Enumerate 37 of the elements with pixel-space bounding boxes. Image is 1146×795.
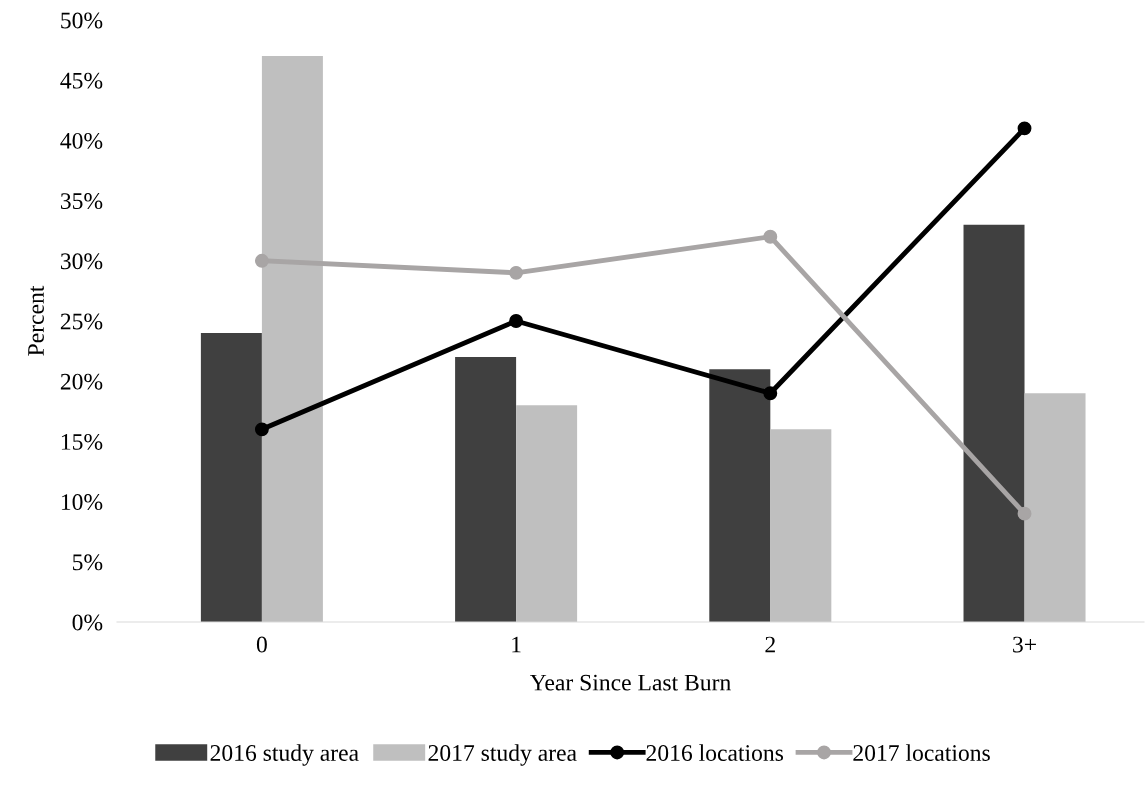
y-tick-label: 10%: [61, 494, 103, 511]
legend-label: 2017 locations: [853, 744, 990, 761]
legend-label: 2016 study area: [210, 744, 359, 766]
point: [1017, 121, 1032, 136]
x-tick-label: 0: [256, 636, 267, 653]
y-tick-label: 20%: [60, 373, 103, 390]
bar: [963, 224, 1025, 622]
x-tick-label: 2: [765, 636, 775, 653]
y-tick-label: 15%: [61, 433, 103, 450]
y-tick-label: 5%: [73, 554, 103, 571]
y-tick-label: 45%: [60, 72, 103, 89]
legend-label: 2016 locations: [646, 744, 784, 761]
y-tick-label: 0%: [72, 614, 103, 631]
x-tick-label: 1: [512, 636, 521, 653]
point: [254, 253, 269, 268]
bar: [200, 333, 262, 622]
y-axis-title: Percent: [28, 285, 44, 356]
point: [763, 386, 778, 401]
bar: [1024, 393, 1086, 622]
y-tick-label: 35%: [60, 193, 103, 210]
legend-label: 2017 study area: [428, 744, 577, 766]
y-tick-label: 50%: [61, 12, 103, 29]
y-tick-label: 25%: [60, 313, 103, 330]
y-tick-label: 30%: [60, 253, 103, 270]
point: [254, 422, 269, 437]
point: [509, 265, 524, 280]
x-axis-title: Year Since Last Burn: [529, 674, 731, 691]
bar: [455, 357, 517, 622]
y-tick-label: 40%: [60, 132, 103, 149]
point: [1017, 506, 1032, 521]
bar: [261, 56, 323, 622]
point: [763, 229, 778, 244]
point: [509, 314, 524, 328]
bar: [709, 369, 771, 622]
x-tick-label: 3+: [1013, 636, 1036, 653]
bar: [770, 429, 832, 622]
bar: [516, 405, 578, 622]
